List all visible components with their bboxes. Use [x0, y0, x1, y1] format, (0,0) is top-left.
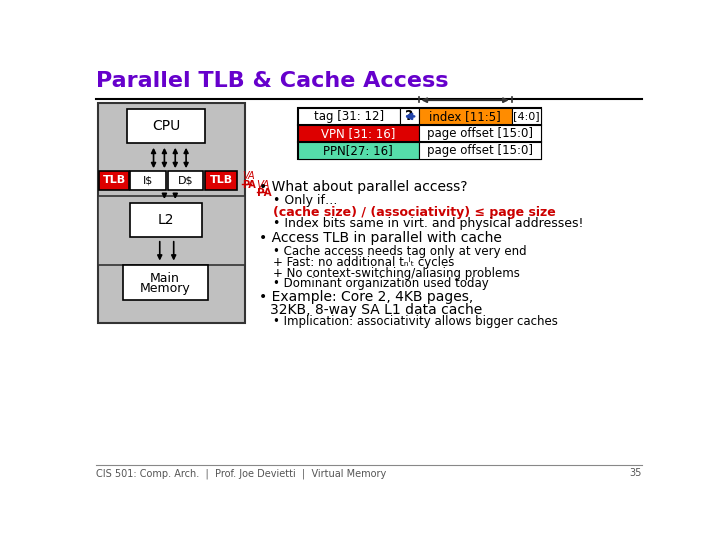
Text: page offset [15:0]: page offset [15:0] — [427, 144, 533, 157]
Text: TLB: TLB — [210, 176, 233, 185]
Bar — [130, 204, 202, 237]
Text: ?: ? — [405, 110, 413, 123]
Text: Memory: Memory — [140, 281, 191, 295]
Bar — [297, 125, 541, 142]
Text: page offset [15:0]: page offset [15:0] — [427, 127, 533, 140]
Text: I$: I$ — [143, 176, 153, 185]
Bar — [98, 195, 245, 265]
Text: D$: D$ — [178, 176, 193, 185]
Bar — [297, 108, 541, 125]
Text: CIS 501: Comp. Arch.  |  Prof. Joe Devietti  |  Virtual Memory: CIS 501: Comp. Arch. | Prof. Joe Deviett… — [96, 468, 387, 479]
Text: • Dominant organization used today: • Dominant organization used today — [273, 278, 489, 291]
Text: Main: Main — [150, 272, 180, 285]
Text: tag [31: 12]: tag [31: 12] — [314, 110, 384, 123]
Text: VA: VA — [256, 180, 270, 190]
Text: (cache size) / (associativity) ≤ page size: (cache size) / (associativity) ≤ page si… — [273, 206, 556, 219]
Text: CPU: CPU — [152, 119, 180, 133]
Text: • Implication: associativity allows bigger caches: • Implication: associativity allows bigg… — [273, 315, 558, 328]
Text: • Index bits same in virt. and physical addresses!: • Index bits same in virt. and physical … — [273, 217, 583, 230]
Bar — [418, 142, 541, 159]
Text: PA: PA — [242, 179, 256, 190]
Text: VA: VA — [242, 171, 255, 181]
Text: 32KB, 8-way SA L1 data cache: 32KB, 8-way SA L1 data cache — [270, 303, 482, 317]
Bar — [297, 108, 400, 125]
Text: + No context-switching/aliasing problems: + No context-switching/aliasing problems — [273, 267, 520, 280]
Text: • What about parallel access?: • What about parallel access? — [259, 180, 467, 194]
Text: VPN [31: 16]: VPN [31: 16] — [321, 127, 395, 140]
Bar — [418, 125, 541, 142]
Text: • Cache access needs tag only at very end: • Cache access needs tag only at very en… — [273, 245, 526, 258]
Bar — [400, 108, 418, 125]
Text: 35: 35 — [629, 468, 642, 478]
Bar — [99, 171, 129, 190]
Text: L2: L2 — [158, 213, 174, 227]
Bar — [297, 142, 418, 159]
Text: index [11:5]: index [11:5] — [429, 110, 501, 123]
Bar — [168, 171, 203, 190]
Bar — [297, 125, 418, 142]
Bar — [204, 171, 238, 190]
Bar — [127, 110, 204, 143]
Text: PA: PA — [256, 188, 271, 198]
Bar — [418, 108, 512, 125]
Text: [4:0]: [4:0] — [513, 111, 539, 122]
Bar — [297, 142, 541, 159]
Bar — [512, 108, 541, 125]
Bar — [98, 103, 245, 323]
Text: TLB: TLB — [102, 176, 125, 185]
Text: • Access TLB in parallel with cache: • Access TLB in parallel with cache — [259, 231, 502, 245]
Bar — [122, 265, 208, 300]
Bar — [130, 171, 166, 190]
Text: PPN[27: 16]: PPN[27: 16] — [323, 144, 393, 157]
Text: • Only if…: • Only if… — [273, 194, 338, 207]
Text: + Fast: no additional tₙᴵₜ cycles: + Fast: no additional tₙᴵₜ cycles — [273, 256, 454, 269]
Text: Parallel TLB & Cache Access: Parallel TLB & Cache Access — [96, 71, 449, 91]
Text: • Example: Core 2, 4KB pages,: • Example: Core 2, 4KB pages, — [259, 291, 473, 305]
